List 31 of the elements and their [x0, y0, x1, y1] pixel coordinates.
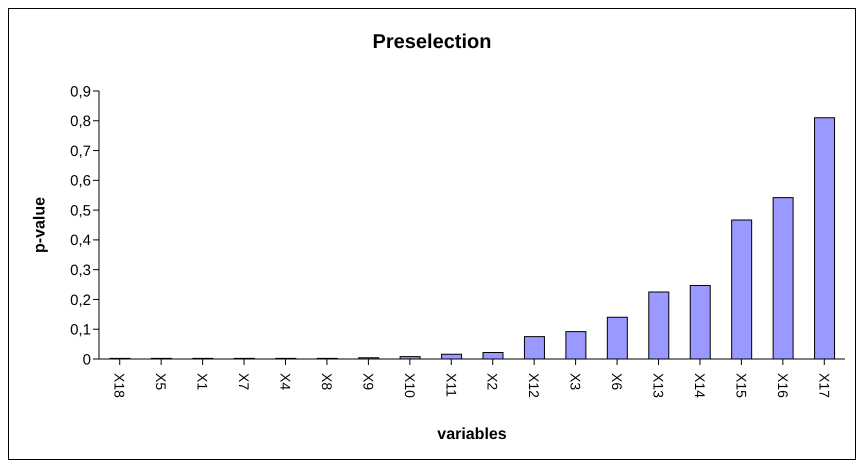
x-tick-label: X2 — [484, 373, 501, 390]
x-tick-label: X12 — [526, 373, 542, 398]
x-tick-label: X18 — [112, 373, 128, 398]
y-tick-label: 0,9 — [70, 83, 91, 100]
x-tick-label: X11 — [443, 373, 460, 398]
x-tick-label: X17 — [816, 373, 832, 398]
y-tick-label: 0,1 — [70, 322, 91, 339]
x-tick-label: X14 — [692, 373, 708, 398]
y-tick-label: 0,5 — [70, 202, 91, 220]
x-tick-label: X13 — [650, 373, 666, 398]
chart-title: Preselection — [372, 31, 492, 54]
x-tick-label: X1 — [194, 373, 211, 390]
x-tick-label: X4 — [278, 373, 294, 390]
x-tick-label: X3 — [568, 373, 584, 390]
x-axis-title: variables — [437, 426, 507, 443]
y-tick-label: 0,7 — [70, 142, 91, 160]
x-tick-label: X9 — [360, 373, 376, 390]
y-tick-label: 0,6 — [70, 172, 91, 190]
y-tick-label: 0,2 — [70, 292, 91, 309]
x-tick-label: X7 — [236, 373, 252, 390]
y-tick-label: 0,4 — [70, 232, 91, 250]
x-tick-label: X10 — [402, 373, 418, 398]
x-tick-label: X15 — [733, 373, 750, 398]
y-tick-label: 0,3 — [70, 262, 91, 279]
y-axis-title: p-value — [32, 196, 49, 254]
y-tick-label: 0 — [82, 351, 91, 368]
x-tick-label: X8 — [318, 373, 335, 390]
x-tick-label: X16 — [774, 373, 791, 398]
x-tick-label: X5 — [153, 373, 170, 390]
y-tick-label: 0,8 — [70, 113, 91, 130]
x-tick-label: X6 — [609, 373, 626, 390]
